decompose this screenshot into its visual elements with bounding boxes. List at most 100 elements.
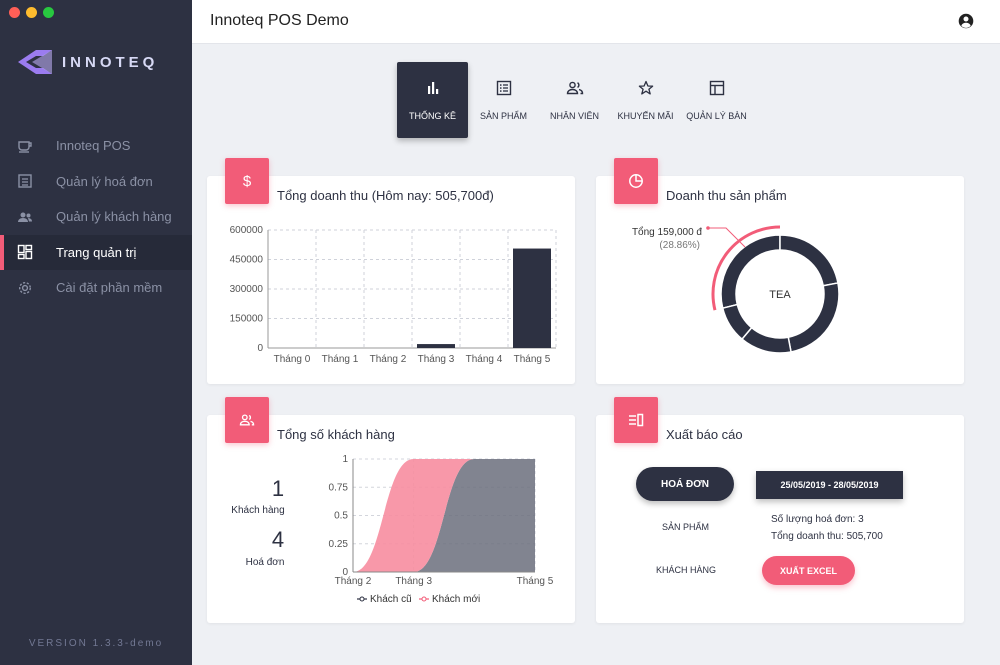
tooltip-percent: (28.86%) <box>659 240 700 251</box>
y-tick-label: 0 <box>257 343 263 354</box>
sidebar-item-settings[interactable]: Cài đặt phần mềm <box>0 270 192 306</box>
report-card-title: Xuất báo cáo <box>666 427 743 442</box>
account-icon[interactable] <box>958 13 974 29</box>
dashboard-tabs: THỐNG KÊ SẢN PHẨM NHÂN VIÊN KHUYẾN MÃI Q… <box>397 62 752 138</box>
tooltip-total: Tổng 159,000 đ <box>632 226 702 238</box>
tab-label: KHUYẾN MÃI <box>617 111 674 121</box>
legend-label-new: Khách mới <box>432 594 480 605</box>
x-tick-label: Tháng 4 <box>466 354 503 365</box>
x-tick-label: Tháng 5 <box>514 354 551 365</box>
report-icon <box>629 413 644 427</box>
donut-slice <box>721 303 753 341</box>
tab-label: SẢN PHẨM <box>479 111 527 121</box>
revenue-card: $ Tổng doanh thu (Hôm nay: 505,700đ) 0 15… <box>207 158 575 384</box>
report-card: Xuất báo cáo HOÁ ĐƠN 25/05/2019 - 28/05/… <box>596 397 964 623</box>
table-icon <box>708 79 726 97</box>
bar <box>417 344 455 348</box>
report-badge <box>614 397 658 443</box>
logo-icon <box>18 50 52 74</box>
sidebar-item-label: Cài đặt phần mềm <box>56 280 163 296</box>
maximize-window-button[interactable] <box>43 7 54 18</box>
dashboard-icon <box>17 244 33 260</box>
y-tick-label: 600000 <box>230 225 264 236</box>
legend-label-old: Khách cũ <box>370 594 412 605</box>
minimize-window-button[interactable] <box>26 7 37 18</box>
y-tick-label: 150000 <box>230 314 264 325</box>
x-tick-label: Tháng 3 <box>395 576 432 587</box>
tab-staff[interactable]: NHÂN VIÊN <box>539 62 610 138</box>
product-revenue-card: Doanh thu sản phẩm Tổng 159,000 đ (28.86%… <box>596 158 964 384</box>
y-tick-label: 450000 <box>230 255 264 266</box>
sidebar-nav: Innoteq POS Quản lý hoá đơn Quản lý khác… <box>0 128 192 306</box>
version-label: VERSION 1.3.3-demo <box>28 638 164 649</box>
users-badge <box>225 397 269 443</box>
x-tick-label: Tháng 5 <box>517 576 554 587</box>
bar <box>513 248 551 348</box>
legend-dot-new <box>421 596 427 602</box>
star-icon <box>637 79 655 97</box>
products-report-link[interactable]: SẢN PHẨM <box>662 522 710 532</box>
invoices-count: 4 <box>271 527 285 552</box>
sidebar-item-label: Innoteq POS <box>56 138 131 154</box>
date-range-picker[interactable]: 25/05/2019 - 28/05/2019 <box>756 471 903 499</box>
sidebar-item-label: Quản lý hoá đơn <box>56 173 153 189</box>
header: Innoteq POS Demo <box>192 0 1000 44</box>
x-tick-label: Tháng 1 <box>322 354 359 365</box>
gear-icon <box>17 280 33 296</box>
people-icon <box>239 414 255 426</box>
dollar-badge: $ <box>225 158 269 204</box>
y-tick-label: 0.25 <box>329 539 349 550</box>
tab-table-management[interactable]: QUẢN LÝ BÀN <box>681 62 752 138</box>
x-tick-label: Tháng 2 <box>370 354 407 365</box>
window-controls <box>9 7 54 18</box>
bar-chart-icon <box>424 79 442 97</box>
series-area-new-customers <box>353 459 475 572</box>
tab-products[interactable]: SẢN PHẨM <box>468 62 539 138</box>
customers-card-title: Tổng số khách hàng <box>277 427 395 442</box>
tab-label: NHÂN VIÊN <box>549 111 599 121</box>
x-tick-label: Tháng 3 <box>418 354 455 365</box>
sidebar-item-invoices[interactable]: Quản lý hoá đơn <box>0 164 192 200</box>
close-window-button[interactable] <box>9 7 20 18</box>
y-tick-label: 0.5 <box>334 511 348 522</box>
y-tick-label: 1 <box>342 454 348 465</box>
invoices-count-label: Hoá đơn <box>245 557 285 568</box>
product-revenue-title: Doanh thu sản phẩm <box>666 188 787 203</box>
x-tick-label: Tháng 0 <box>274 354 311 365</box>
tab-label: THỐNG KÊ <box>408 111 456 121</box>
customers-count: 1 <box>271 476 285 501</box>
tab-statistics[interactable]: THỐNG KÊ <box>397 62 468 138</box>
sidebar-item-admin[interactable]: Trang quản trị <box>0 234 192 270</box>
users-icon <box>17 209 33 225</box>
customers-card: Tổng số khách hàng 1 Khách hàng 4 Hoá đơ… <box>207 397 575 623</box>
y-tick-label: 0.75 <box>329 482 349 493</box>
invoice-report-button[interactable]: HOÁ ĐƠN <box>636 467 734 501</box>
slice-highlight <box>711 225 781 311</box>
donut-center-label: TEA <box>769 289 791 301</box>
customers-area-chart: 0 0.25 0.5 0.75 1 Tháng 2 Tháng 3 Tháng 5 Khách … <box>329 454 554 605</box>
revenue-card-title: Tổng doanh thu (Hôm nay: 505,700đ) <box>277 188 494 203</box>
sidebar-item-innoteq-pos[interactable]: Innoteq POS <box>0 128 192 164</box>
x-tick-label: Tháng 2 <box>335 576 372 587</box>
y-tick-label: 300000 <box>230 284 264 295</box>
tooltip-leader-line <box>708 227 746 248</box>
donut-slice <box>787 282 840 353</box>
sidebar-item-label: Quản lý khách hàng <box>56 209 172 225</box>
donut-slice <box>779 234 839 287</box>
tooltip-dot <box>706 226 710 230</box>
customers-report-link[interactable]: KHÁCH HÀNG <box>656 565 717 575</box>
tab-label: QUẢN LÝ BÀN <box>686 111 747 121</box>
tab-promotions[interactable]: KHUYẾN MÃI <box>610 62 681 138</box>
logo-text: INNOTEQ <box>62 53 159 71</box>
cup-icon <box>17 138 33 154</box>
y-tick-label: 0 <box>342 567 348 578</box>
revenue-bar-chart: 0 150000 300000 450000 600000 Tháng 0 Tháng 1 T… <box>230 225 557 365</box>
sidebar-item-customers[interactable]: Quản lý khách hàng <box>0 199 192 235</box>
sidebar: INNOTEQ Innoteq POS Quản lý hoá đơn Quản… <box>0 0 192 665</box>
sidebar-item-label: Trang quản trị <box>56 244 137 260</box>
app-title: Innoteq POS Demo <box>210 12 349 29</box>
export-excel-button[interactable]: XUẤT EXCEL <box>762 556 855 585</box>
receipt-icon <box>17 173 33 189</box>
logo: INNOTEQ <box>18 48 158 76</box>
invoice-count-text: Số lượng hoá đơn: 3 <box>771 514 864 525</box>
